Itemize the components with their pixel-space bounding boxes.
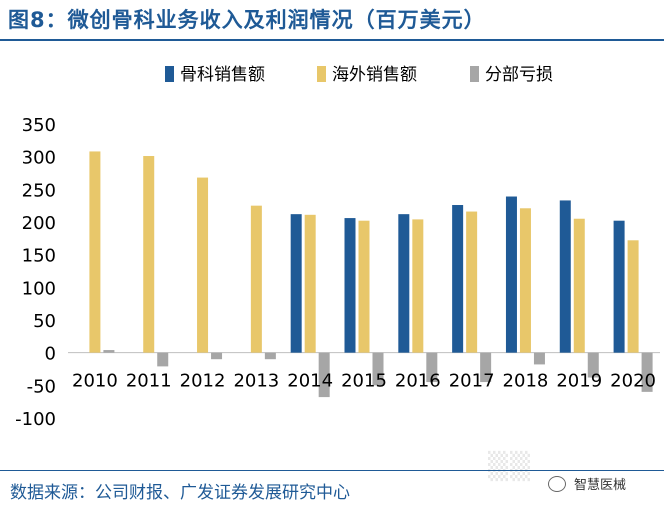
legend-swatch <box>317 66 326 82</box>
bar-2-2018 <box>533 352 545 365</box>
bar-1-2016 <box>412 219 424 353</box>
bar-1-2011 <box>143 156 155 353</box>
bar-2-2011 <box>157 352 169 367</box>
bar-1-2013 <box>250 205 262 353</box>
bar-1-2014 <box>304 214 316 353</box>
bar-2-2019 <box>587 352 599 378</box>
bar-1-2018 <box>519 208 531 353</box>
x-tick-label: 2011 <box>126 371 172 392</box>
bar-chart: 骨科销售额 海外销售额 分部亏损 350 300 250 200 150 100 50 0 -50 -… <box>15 65 660 430</box>
bar-1-2020 <box>627 240 639 353</box>
bar-0-2015 <box>344 218 356 353</box>
bar-2-2012 <box>211 352 223 360</box>
legend-label: 海外销售额 <box>332 65 417 85</box>
x-axis: 2010 2011 2012 2013 2014 2015 2016 2017 2018 2019… <box>72 371 656 392</box>
y-tick-label: 300 <box>22 148 56 169</box>
bar-1-2012 <box>197 177 209 353</box>
wechat-icon <box>548 476 566 492</box>
y-tick-label: 100 <box>22 278 56 299</box>
bar-2-2020 <box>641 352 653 392</box>
x-tick-label: 2015 <box>341 371 387 392</box>
legend-swatch <box>165 66 174 82</box>
bar-0-2017 <box>452 205 464 353</box>
bar-2-2010 <box>103 350 115 353</box>
bar-2-2014 <box>318 352 330 398</box>
x-tick-label: 2012 <box>180 371 226 392</box>
legend-label: 分部亏损 <box>485 65 553 85</box>
x-tick-label: 2018 <box>503 371 549 392</box>
x-tick-label: 2020 <box>610 371 656 392</box>
bar-0-2014 <box>290 214 302 353</box>
y-tick-label: -100 <box>15 409 56 430</box>
title-divider <box>0 39 664 41</box>
bar-0-2020 <box>613 220 625 353</box>
chart-legend: 骨科销售额 海外销售额 分部亏损 <box>165 65 553 85</box>
watermark-label: 智慧医械 <box>573 478 626 493</box>
page-title: 图8：微创骨科业务收入及利润情况（百万美元） <box>8 8 486 32</box>
x-tick-label: 2014 <box>287 371 333 392</box>
legend-label: 骨科销售额 <box>180 65 265 85</box>
source-note: 数据来源：公司财报、广发证券发展研究中心 <box>10 483 350 503</box>
bars-group <box>68 151 660 398</box>
bar-0-2019 <box>559 200 571 353</box>
x-tick-label: 2016 <box>395 371 441 392</box>
bar-0-2016 <box>398 214 410 353</box>
bar-1-2010 <box>89 151 101 353</box>
bar-1-2019 <box>573 218 585 353</box>
y-tick-label: 200 <box>22 213 56 234</box>
x-tick-label: 2017 <box>449 371 495 392</box>
bar-0-2018 <box>505 196 517 353</box>
bar-2-2013 <box>264 352 276 360</box>
legend-swatch <box>470 66 479 82</box>
bar-2-2016 <box>426 352 438 383</box>
bar-1-2017 <box>466 211 478 353</box>
bar-1-2015 <box>358 220 370 353</box>
x-tick-label: 2010 <box>72 371 118 392</box>
bar-2-2017 <box>480 352 492 383</box>
y-tick-label: 50 <box>33 311 56 332</box>
bar-2-2015 <box>372 352 384 386</box>
background-watermark-logo: ▒▒ <box>488 452 532 482</box>
y-axis: 350 300 250 200 150 100 50 0 -50 -100 <box>15 115 56 430</box>
y-tick-label: 0 <box>45 344 56 365</box>
x-tick-label: 2013 <box>233 371 279 392</box>
x-tick-label: 2019 <box>556 371 602 392</box>
source-divider <box>0 470 664 471</box>
y-tick-label: -50 <box>27 376 56 397</box>
y-tick-label: 250 <box>22 180 56 201</box>
title-bar: 图8：微创骨科业务收入及利润情况（百万美元） <box>0 0 664 38</box>
y-tick-label: 150 <box>22 246 56 267</box>
y-tick-label: 350 <box>22 115 56 136</box>
